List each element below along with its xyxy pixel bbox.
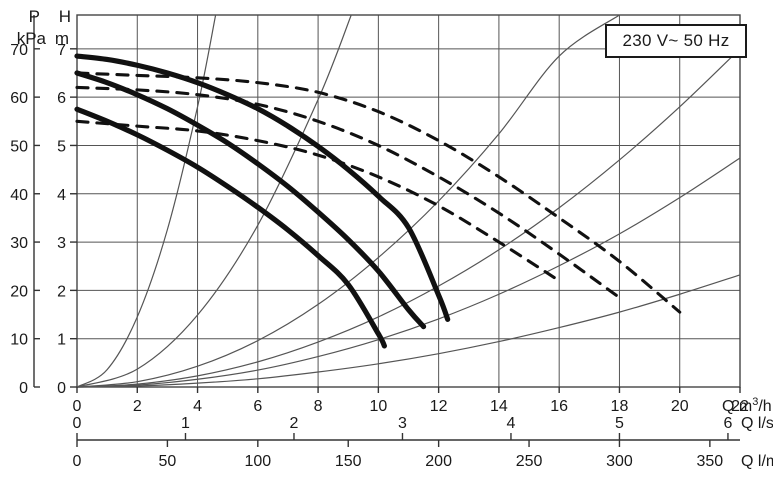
system-curve-4 bbox=[76, 48, 741, 388]
curves-layer bbox=[74, 14, 741, 388]
tick-label-head: 0 bbox=[57, 380, 66, 397]
tick-label-head: 4 bbox=[57, 187, 66, 204]
tick-label-pressure: 20 bbox=[10, 283, 28, 300]
axis-unit-pressure: kPa bbox=[17, 29, 47, 48]
tick-label-head: 1 bbox=[57, 332, 66, 349]
tick-label-head: 7 bbox=[57, 42, 66, 59]
system-curve-3 bbox=[76, 14, 621, 388]
head-curve-speed-3 bbox=[74, 53, 451, 322]
tick-label-flow-lmin: 200 bbox=[425, 453, 452, 470]
voltage-frequency-legend: 230 V~ 50 Hz bbox=[605, 24, 747, 58]
tick-label-flow-ls: 0 bbox=[73, 415, 82, 432]
tick-label-flow-m3h: 0 bbox=[73, 398, 82, 415]
axis-label-flow-m3h: Q m3/h bbox=[722, 396, 772, 415]
axis-symbol-pressure: P bbox=[29, 7, 40, 26]
axes-layer bbox=[33, 15, 741, 447]
system-curve-1 bbox=[76, 14, 217, 388]
axis-symbol-head: H bbox=[59, 7, 71, 26]
system-curve-5 bbox=[76, 157, 741, 388]
axis-label-flow-ls: Q l/s bbox=[741, 415, 773, 432]
tick-label-flow-ls: 4 bbox=[507, 415, 516, 432]
tick-label-pressure: 10 bbox=[10, 332, 28, 349]
legend-label: 230 V~ 50 Hz bbox=[622, 31, 730, 50]
tick-label-head: 5 bbox=[57, 138, 66, 155]
tick-label-flow-ls: 1 bbox=[181, 415, 190, 432]
system-curve-6 bbox=[76, 274, 741, 388]
tick-label-head: 3 bbox=[57, 235, 66, 252]
tick-label-flow-lmin: 100 bbox=[244, 453, 271, 470]
tick-label-pressure: 50 bbox=[10, 138, 28, 155]
axis-unit-head: m bbox=[55, 29, 69, 48]
tick-label-flow-lmin: 300 bbox=[606, 453, 633, 470]
tick-label-pressure: 70 bbox=[10, 42, 28, 59]
tick-label-flow-lmin: 0 bbox=[73, 453, 82, 470]
tick-label-flow-m3h: 16 bbox=[550, 398, 568, 415]
tick-label-flow-lmin: 150 bbox=[335, 453, 362, 470]
tick-label-flow-m3h: 14 bbox=[490, 398, 508, 415]
tick-label-flow-m3h: 2 bbox=[133, 398, 142, 415]
tick-label-flow-m3h: 8 bbox=[314, 398, 323, 415]
axis-label-flow-lmin: Q l/min bbox=[741, 453, 773, 470]
tick-label-flow-lmin: 350 bbox=[697, 453, 724, 470]
constant-pressure-curve-2 bbox=[75, 85, 621, 300]
tick-label-head: 2 bbox=[57, 283, 66, 300]
tick-label-flow-m3h: 4 bbox=[193, 398, 202, 415]
tick-label-flow-m3h: 6 bbox=[253, 398, 262, 415]
system-curve-2 bbox=[76, 14, 352, 388]
tick-label-pressure: 60 bbox=[10, 90, 28, 107]
grid-layer bbox=[76, 14, 741, 388]
tick-label-flow-m3h: 10 bbox=[369, 398, 387, 415]
tick-label-flow-m3h: 22 bbox=[731, 398, 749, 415]
head-curve-speed-1 bbox=[74, 106, 387, 349]
tick-label-pressure: 30 bbox=[10, 235, 28, 252]
tick-label-flow-m3h: 18 bbox=[611, 398, 629, 415]
tick-label-flow-ls: 3 bbox=[398, 415, 407, 432]
plot-border bbox=[76, 14, 741, 388]
tick-label-flow-m3h: 12 bbox=[430, 398, 448, 415]
tick-label-pressure: 0 bbox=[19, 380, 28, 397]
tick-label-head: 6 bbox=[57, 90, 66, 107]
tick-label-flow-lmin: 250 bbox=[516, 453, 543, 470]
tick-label-flow-ls: 5 bbox=[615, 415, 624, 432]
tick-label-flow-ls: 2 bbox=[290, 415, 299, 432]
tick-label-flow-lmin: 50 bbox=[159, 453, 177, 470]
head-curve-speed-2 bbox=[74, 70, 427, 330]
constant-pressure-curve-1 bbox=[75, 119, 561, 283]
tick-label-flow-m3h: 20 bbox=[671, 398, 689, 415]
tick-label-pressure: 40 bbox=[10, 187, 28, 204]
tick-label-flow-ls: 6 bbox=[723, 415, 732, 432]
